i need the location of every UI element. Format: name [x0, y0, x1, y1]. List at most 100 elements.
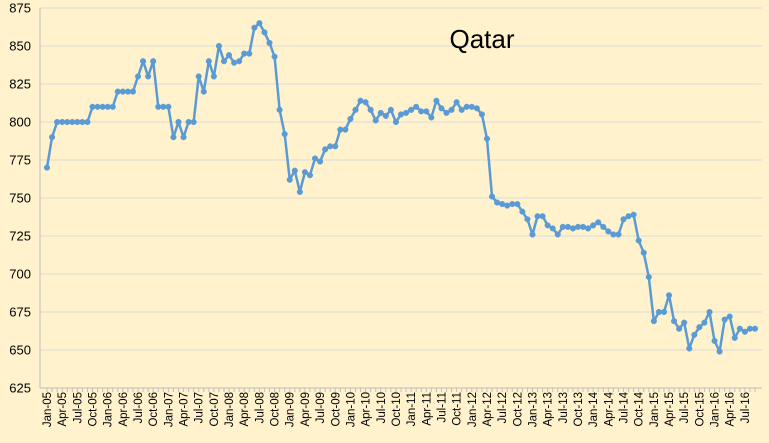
data-point: [99, 103, 106, 110]
data-point: [114, 88, 121, 95]
data-point: [180, 134, 187, 141]
data-point: [175, 118, 182, 126]
data-point: [580, 223, 587, 230]
x-tick-label: Oct-06: [148, 392, 160, 427]
data-point: [655, 308, 662, 316]
data-point: [352, 106, 359, 113]
data-point: [448, 106, 455, 113]
data-point: [276, 106, 283, 113]
x-tick-label: Jul-12: [497, 392, 509, 423]
data-point: [261, 29, 268, 36]
x-tick-label: Oct-13: [573, 392, 585, 427]
data-point: [306, 172, 314, 179]
x-tick-label: Apr-07: [179, 392, 191, 427]
data-point: [382, 112, 389, 119]
data-point: [438, 105, 445, 112]
data-point: [554, 231, 561, 238]
data-point: [676, 325, 683, 332]
x-tick-label: Oct-09: [330, 392, 342, 427]
x-tick-label: Jan-13: [527, 392, 539, 427]
x-tick-label: Oct-05: [88, 392, 100, 427]
data-point: [54, 118, 61, 126]
data-point: [746, 325, 753, 332]
data-point: [74, 118, 81, 126]
data-point: [231, 59, 238, 66]
data-point: [433, 97, 440, 104]
x-tick-label: Apr-16: [725, 392, 737, 427]
data-point: [342, 126, 349, 133]
data-point: [549, 225, 556, 232]
data-point: [640, 249, 647, 256]
data-point: [296, 188, 303, 195]
data-point: [94, 103, 101, 110]
x-tick-label: Jan-05: [42, 392, 54, 427]
data-point: [534, 213, 541, 220]
data-point: [124, 88, 131, 95]
data-point: [150, 58, 157, 65]
data-point: [246, 50, 253, 57]
data-point: [418, 108, 425, 115]
data-point: [625, 213, 632, 220]
x-tick-label: Jul-11: [436, 392, 448, 422]
x-tick-label: Jul-15: [679, 392, 691, 423]
data-point: [43, 164, 51, 171]
data-point: [362, 99, 369, 106]
y-tick-label: 625: [9, 381, 31, 396]
x-tick-label: Apr-11: [421, 392, 433, 426]
data-point: [347, 115, 354, 123]
data-point: [458, 106, 465, 113]
y-tick-label: 700: [9, 267, 31, 282]
data-point: [109, 103, 116, 110]
data-point: [696, 324, 703, 331]
series-layer: [43, 20, 759, 355]
chart-title: Qatar: [449, 24, 514, 54]
data-point: [731, 334, 738, 341]
data-point: [332, 143, 339, 150]
data-point: [726, 313, 733, 320]
data-point: [620, 216, 627, 223]
data-point: [494, 199, 501, 206]
data-point: [721, 316, 728, 323]
data-point: [119, 88, 126, 95]
data-point: [236, 58, 243, 65]
x-tick-label: Jan-06: [103, 392, 115, 427]
x-tick-label: Jul-14: [619, 391, 631, 423]
y-tick-label: 650: [9, 343, 31, 358]
x-tick-label: Oct-07: [209, 392, 221, 427]
data-point: [590, 222, 597, 229]
data-point: [317, 158, 324, 165]
data-point: [428, 114, 435, 121]
data-point: [129, 88, 137, 95]
x-tick-label: Oct-10: [391, 392, 403, 427]
x-tick-label: Jan-10: [345, 392, 357, 427]
data-point: [524, 216, 531, 223]
data-point: [686, 345, 693, 352]
data-point: [499, 201, 506, 208]
x-tick-label: Apr-05: [57, 392, 69, 427]
x-tick-label: Jul-07: [194, 392, 206, 423]
data-point: [514, 201, 521, 208]
data-point: [741, 328, 748, 335]
data-point: [504, 202, 511, 209]
data-point: [610, 231, 617, 238]
data-point: [210, 73, 217, 80]
x-tick-label: Jul-05: [72, 392, 84, 423]
x-tick-label: Jan-14: [588, 391, 600, 427]
x-tick-label: Jul-10: [376, 392, 388, 423]
data-point: [605, 228, 612, 235]
data-point: [463, 103, 470, 110]
data-point: [706, 308, 713, 316]
x-tick-label: Jul-06: [133, 392, 145, 423]
data-point: [423, 108, 430, 115]
data-point: [716, 348, 723, 355]
data-point: [145, 73, 152, 80]
data-point: [134, 73, 142, 80]
x-tick-label: Jan-09: [285, 392, 297, 427]
y-axis: 625 650 675 700 725 750 775 800 825 850 875: [9, 1, 41, 396]
data-point: [165, 103, 172, 110]
data-point: [215, 42, 222, 50]
data-point: [413, 103, 420, 110]
